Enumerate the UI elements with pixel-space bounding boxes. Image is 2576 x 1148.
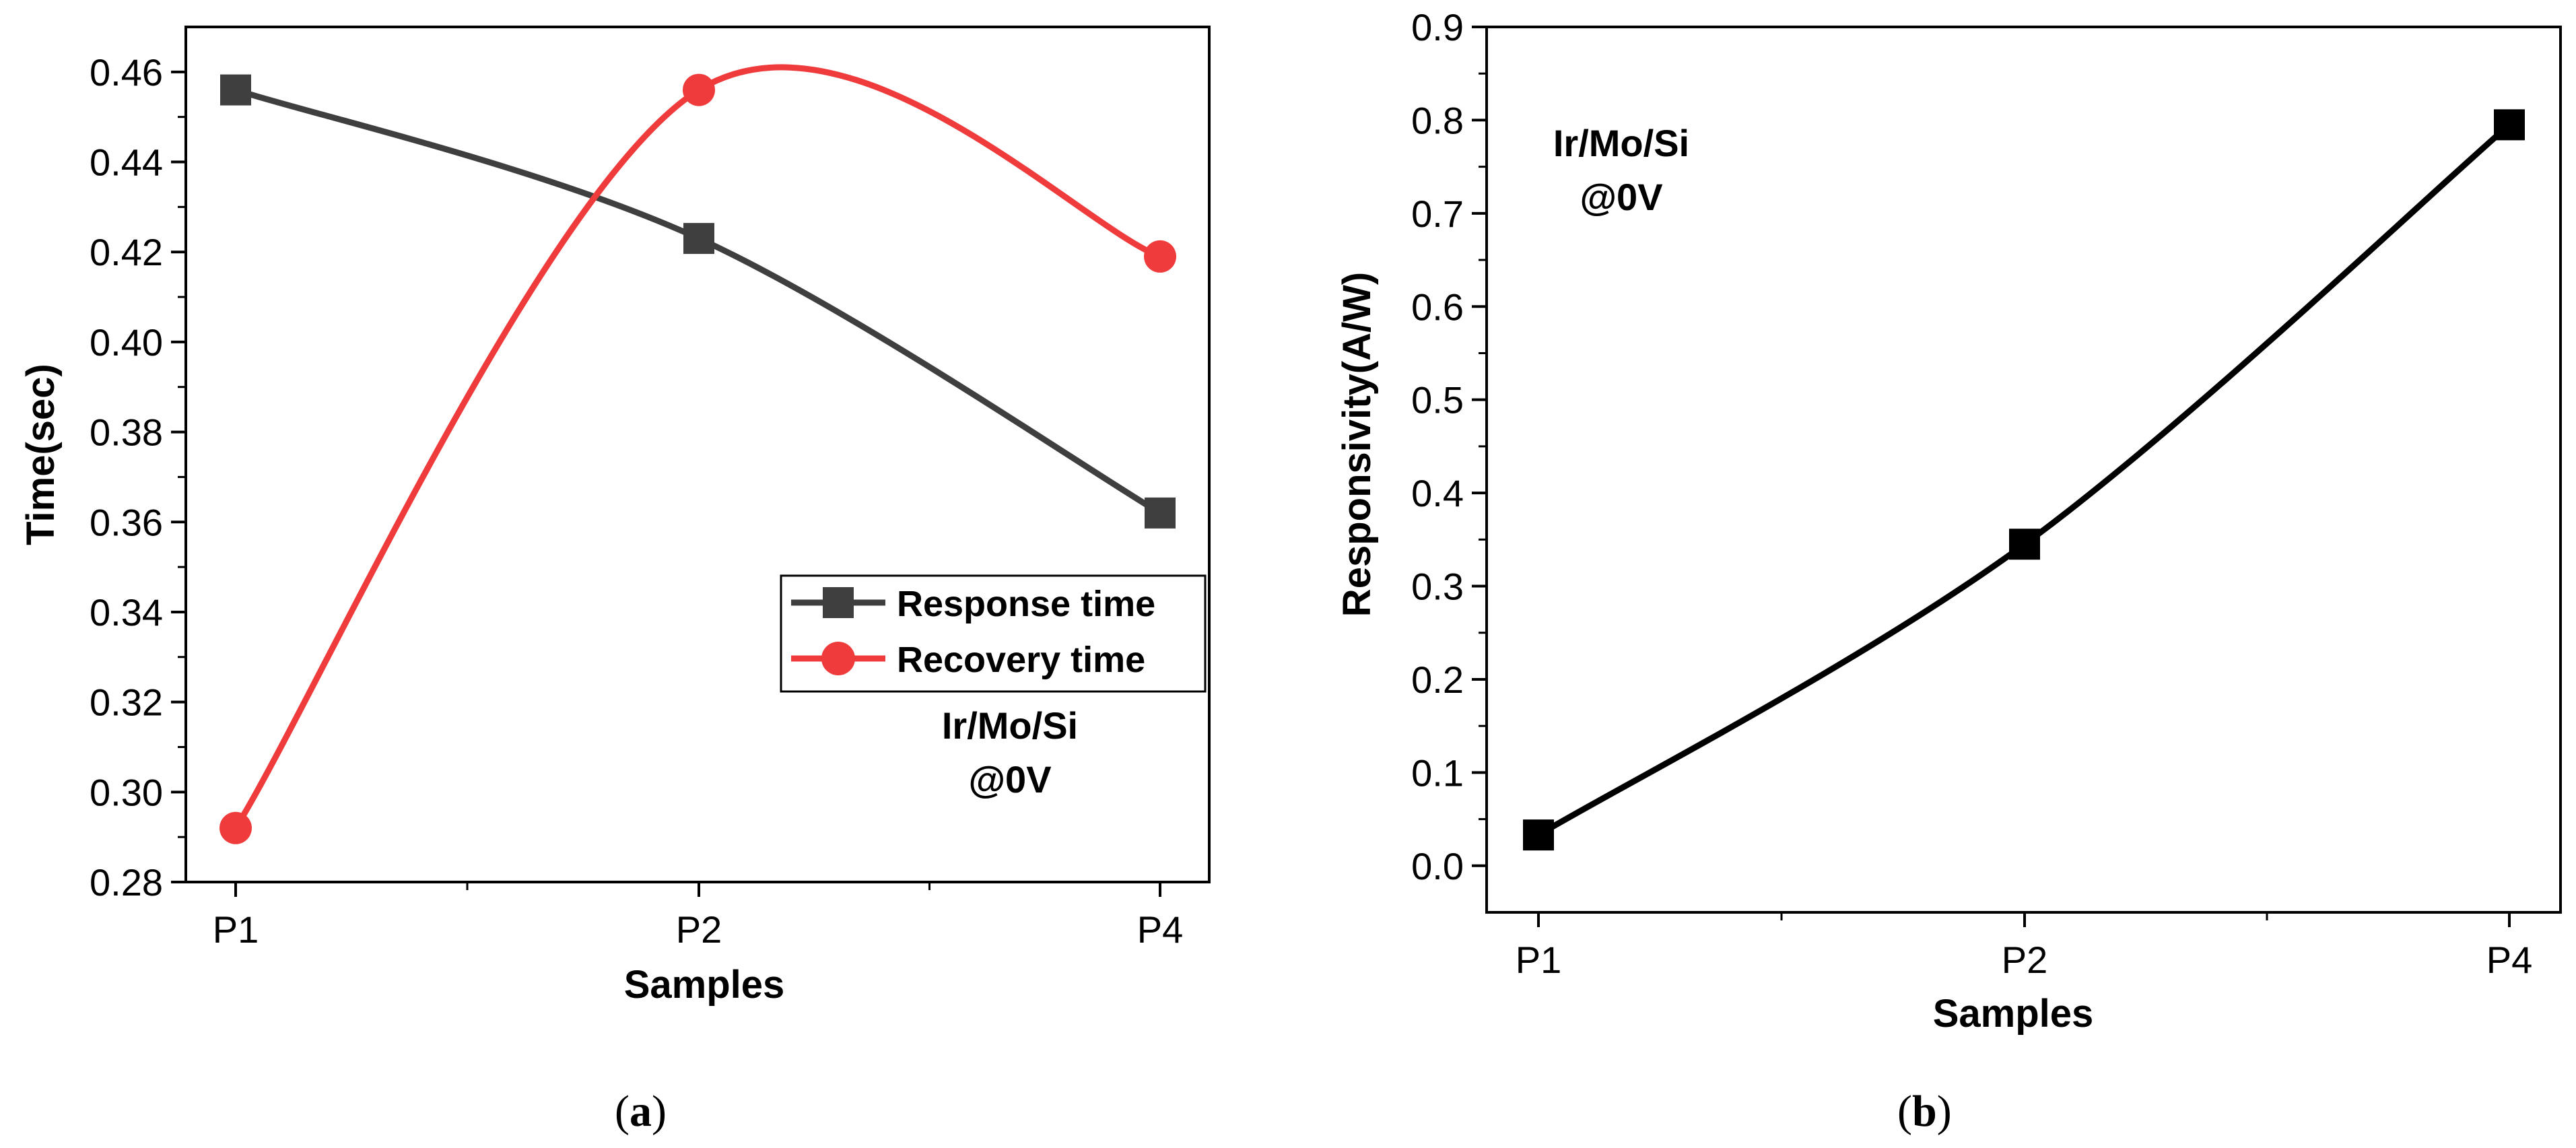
chart-a-series: [219, 64, 1176, 844]
chart-b-x-ticks: P1 P2 P4: [1516, 912, 2533, 981]
chart-a-y-tick-label: 0.32: [90, 681, 163, 724]
panel-label-b-letter: b: [1912, 1087, 1937, 1136]
chart-a-x-tick-label: P1: [213, 908, 259, 951]
chart-b-series: [1523, 109, 2525, 851]
chart-b-x-tick-label: P1: [1516, 939, 1562, 981]
chart-a: 0.28 0.30 0.32 0.34 0.36 0.38 0.40 0.42 0.44 0.46…: [19, 26, 1211, 1136]
chart-b-y-tick-label: 0.2: [1411, 659, 1464, 701]
chart-a-recovery-time-line: [233, 64, 1161, 830]
chart-b: 0.0 0.1 0.2 0.3 0.4 0.5 0.6 0.7 0.8 0.9 P1 P2 P4 Re…: [1335, 6, 2562, 1136]
chart-a-y-tick-label: 0.46: [90, 51, 163, 94]
chart-a-recovery-time-point-p2: [683, 73, 715, 106]
chart-a-y-tick-label: 0.34: [90, 591, 163, 634]
chart-b-y-tick-label: 0.3: [1411, 566, 1464, 608]
chart-a-response-time-point-p1: [220, 74, 251, 106]
chart-b-y-ticks: 0.0 0.1 0.2 0.3 0.4 0.5 0.6 0.7 0.8 0.9: [1411, 6, 1487, 887]
chart-a-y-tick-label: 0.44: [90, 141, 163, 184]
chart-a-y-tick-label: 0.30: [90, 771, 163, 813]
chart-b-x-tick-label: P2: [2002, 939, 2048, 981]
chart-b-y-tick-label: 0.1: [1411, 751, 1464, 794]
chart-a-x-tick-label: P4: [1137, 908, 1184, 951]
chart-b-x-axis-title: Samples: [1933, 992, 2094, 1036]
chart-a-y-axis-title: Time(sec): [19, 364, 63, 545]
chart-a-legend-response-marker: [823, 587, 854, 618]
chart-a-legend-response-label: Response time: [897, 584, 1155, 624]
chart-a-response-time-line: [234, 87, 1162, 516]
chart-a-annotation-line2: @0V: [968, 758, 1051, 801]
chart-a-legend-recovery-marker: [821, 642, 855, 675]
chart-a-legend: Response time Recovery time: [780, 574, 1207, 693]
chart-b-responsivity-point-p4: [2494, 109, 2525, 141]
chart-a-y-tick-label: 0.36: [90, 501, 163, 543]
chart-a-y-tick-label: 0.42: [90, 231, 163, 273]
chart-a-annotation-line1: Ir/Mo/Si: [942, 704, 1078, 747]
panel-label-b: (b): [1897, 1087, 1952, 1136]
chart-a-recovery-time-point-p4: [1144, 240, 1176, 273]
chart-a-y-tick-label: 0.28: [90, 861, 163, 904]
chart-b-responsivity-point-p1: [1523, 819, 1554, 851]
chart-b-y-axis-title: Responsivity(A/W): [1335, 272, 1379, 617]
chart-b-responsivity-point-p2: [2009, 529, 2040, 560]
panel-label-a: (a): [615, 1087, 667, 1136]
chart-a-y-tick-label: 0.40: [90, 321, 163, 364]
chart-b-y-tick-label: 0.6: [1411, 285, 1464, 328]
chart-a-response-time-point-p2: [683, 223, 714, 255]
chart-b-y-tick-label: 0.0: [1411, 845, 1464, 887]
chart-b-y-tick-label: 0.5: [1411, 379, 1464, 421]
chart-b-y-tick-label: 0.9: [1411, 6, 1464, 48]
chart-b-y-tick-label: 0.8: [1411, 99, 1464, 141]
chart-b-annotation-line2: @0V: [1580, 176, 1662, 218]
chart-b-annotation-line1: Ir/Mo/Si: [1553, 122, 1689, 164]
chart-a-plot-frame: [184, 26, 1211, 883]
chart-b-y-tick-label: 0.7: [1411, 193, 1464, 235]
chart-b-responsivity-line: [1536, 122, 2511, 838]
chart-a-response-time-point-p4: [1145, 497, 1176, 529]
chart-a-y-ticks: 0.28 0.30 0.32 0.34 0.36 0.38 0.40 0.42 0.44 0.46: [90, 51, 186, 904]
chart-a-y-tick-label: 0.38: [90, 411, 163, 454]
panel-label-a-letter: a: [630, 1087, 652, 1136]
chart-a-legend-recovery-label: Recovery time: [897, 640, 1145, 680]
chart-a-x-ticks: P1 P2 P4: [213, 882, 1184, 951]
chart-b-y-tick-label: 0.4: [1411, 472, 1464, 514]
chart-a-x-axis-title: Samples: [624, 963, 785, 1007]
chart-a-recovery-time-point-p1: [219, 811, 252, 844]
chart-b-x-tick-label: P4: [2486, 939, 2533, 981]
chart-a-x-tick-label: P2: [676, 908, 722, 951]
